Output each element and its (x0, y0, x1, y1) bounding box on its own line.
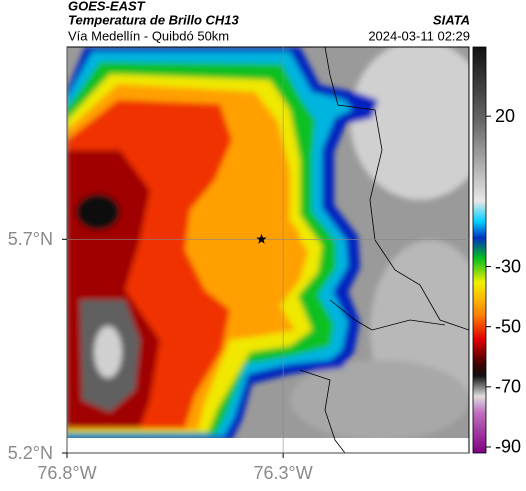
colorbar (472, 46, 487, 454)
title: Temperatura de Brillo CH13 (68, 12, 240, 27)
x-tick-label: 76.8°W (37, 463, 96, 483)
colorbar-tick-label: 20 (495, 106, 515, 126)
datetime: 2024-03-11 02:29 (368, 28, 470, 43)
source: GOES-EAST (68, 0, 146, 13)
dynamic: 76.8°W 76.3°W 5.2°N 5.7°N 20 -30 -50 -70 -90 (8, 47, 521, 483)
x-tick-label: 76.3°W (254, 463, 313, 483)
satellite-image (67, 47, 469, 453)
agency: SIATA (433, 12, 470, 27)
subtitle: Vía Medellín - Quibdó 50km (68, 28, 229, 43)
colorbar-tick-label: -70 (495, 377, 521, 397)
colorbar-tick-label: -50 (495, 316, 521, 336)
colorbar-tick-label: -30 (495, 256, 521, 276)
colorbar-tick-label: -90 (495, 437, 521, 457)
y-tick-label: 5.2°N (8, 443, 53, 463)
location-marker (256, 233, 267, 244)
y-tick-label: 5.7°N (8, 229, 53, 249)
